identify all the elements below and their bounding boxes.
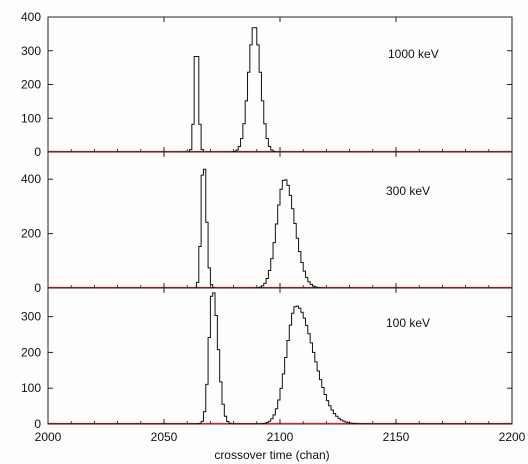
y-tick-label: 400 [21, 172, 41, 186]
panel-frame [47, 287, 513, 425]
panel-3: 0 100 200 300 100 keV [21, 287, 513, 431]
x-tick-label: 2050 [151, 430, 178, 444]
y-tick-label: 300 [21, 44, 41, 58]
panel-label: 300 keV [386, 184, 430, 198]
y-tick-label: 200 [21, 227, 41, 241]
y-tick-label: 0 [34, 281, 41, 295]
panel-frame [47, 151, 513, 289]
x-axis-title: crossover time (chan) [214, 448, 329, 462]
y-tick-label: 100 [21, 111, 41, 125]
x-tick-label: 2200 [499, 430, 526, 444]
panel-1: 0 100 200 300 400 1000 keV [21, 10, 513, 159]
panel-2: 0 200 400 300 keV [21, 151, 513, 295]
histogram-series [48, 27, 512, 153]
x-tick-label: 2150 [383, 430, 410, 444]
panel-frame [47, 16, 513, 153]
y-tick-label: 200 [21, 78, 41, 92]
y-tick-label: 300 [21, 310, 41, 324]
y-tick-label: 0 [34, 417, 41, 431]
x-tick-label: 2000 [35, 430, 62, 444]
histogram-panels: 0 100 200 300 400 1000 keV 0 200 400 300 keV 0 100 2… [21, 10, 526, 444]
panel-label: 100 keV [386, 316, 430, 330]
histogram-series [48, 292, 512, 425]
y-tick-label: 0 [34, 145, 41, 159]
y-tick-label: 400 [21, 10, 41, 24]
panel-label: 1000 keV [388, 47, 439, 61]
y-tick-label: 200 [21, 345, 41, 359]
y-tick-label: 100 [21, 381, 41, 395]
histogram-series [48, 168, 512, 289]
x-tick-label: 2100 [267, 430, 294, 444]
